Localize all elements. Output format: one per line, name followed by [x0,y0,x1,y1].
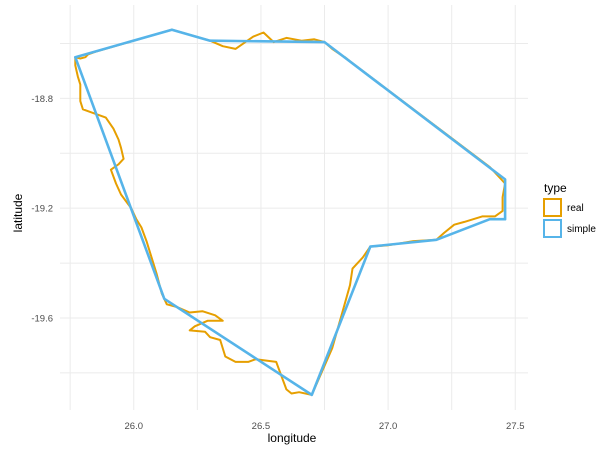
legend: type real simple [543,181,596,238]
y-tick-label: -19.6 [31,314,53,325]
x-tick-labels: 26.0 26.5 27.0 27.5 [125,421,525,432]
y-tick-labels: -18.8 -19.2 -19.6 [31,94,53,325]
legend-key-real [543,198,562,217]
y-tick-label: -19.2 [31,204,53,215]
x-axis-title: longitude [268,431,317,445]
x-tick-label: 26.0 [125,421,144,432]
x-tick-label: 27.5 [506,421,525,432]
x-tick-label: 27.0 [379,421,398,432]
legend-label-real: real [567,203,584,214]
y-axis-title: latitude [11,193,25,232]
x-tick-label: 26.5 [252,421,271,432]
minor-gridlines [60,5,528,410]
series-layer [74,28,507,397]
legend-title: type [544,181,567,195]
series-line-simple [74,28,507,397]
legend-key-simple [543,219,562,238]
legend-label-simple: simple [567,224,596,235]
series-line-real [74,28,507,396]
y-tick-label: -18.8 [31,94,53,105]
major-gridlines [60,5,528,410]
